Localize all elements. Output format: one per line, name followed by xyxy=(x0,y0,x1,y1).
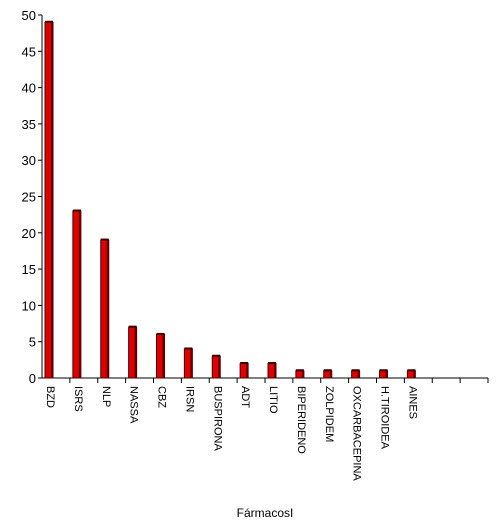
y-tick-label: 0 xyxy=(29,371,36,386)
bar-top xyxy=(45,20,53,23)
y-tick-label: 20 xyxy=(22,226,36,241)
bar-top xyxy=(212,354,221,357)
y-tick-label: 30 xyxy=(22,153,36,168)
x-tick-label: CBZ xyxy=(156,386,168,408)
bar-shade xyxy=(218,356,221,378)
bar-shade xyxy=(246,363,249,378)
bar-shade xyxy=(78,211,81,378)
bar-top xyxy=(156,332,165,335)
x-tick-label: AINES xyxy=(406,386,418,419)
bar-top xyxy=(351,369,360,372)
x-tick-label: BUSPIRONA xyxy=(211,386,223,451)
x-axis-title: FármacosI xyxy=(237,506,294,520)
bar-shade xyxy=(329,370,332,378)
bar-top xyxy=(240,361,249,364)
x-tick-label: ADT xyxy=(239,386,251,408)
bar-shade xyxy=(385,370,388,378)
bar-shade xyxy=(134,327,137,378)
x-tick-label: BIPERIDENO xyxy=(295,386,307,454)
bar-top xyxy=(323,369,332,372)
y-tick-label: 40 xyxy=(22,81,36,96)
bar-top xyxy=(295,369,304,372)
y-tick-label: 15 xyxy=(22,262,36,277)
bar-top xyxy=(72,209,81,212)
x-tick-label: ZOLPIDEM xyxy=(323,386,335,442)
x-tick-label: ISRS xyxy=(72,386,84,412)
bar-shade xyxy=(274,363,276,378)
bar-top xyxy=(128,325,137,328)
y-tick-label: 25 xyxy=(22,190,36,205)
y-tick-label: 50 xyxy=(22,8,36,23)
bar-top xyxy=(407,369,416,372)
x-tick-label: BZD xyxy=(44,386,56,408)
bar-shade xyxy=(413,370,416,378)
y-tick-label: 35 xyxy=(22,117,36,132)
x-tick-label: NLP xyxy=(100,386,112,407)
x-tick-label: H.TIROIDEA xyxy=(379,386,391,450)
bar-shade xyxy=(106,240,109,378)
bar-top xyxy=(184,347,193,350)
bar-top xyxy=(100,238,109,241)
y-tick-label: 45 xyxy=(22,44,36,59)
bar-top xyxy=(268,361,276,364)
bar-shade xyxy=(357,370,360,378)
y-tick-label: 5 xyxy=(29,335,36,350)
y-tick-label: 10 xyxy=(22,298,36,313)
bar-shade xyxy=(190,348,193,378)
bar-shade xyxy=(162,334,165,378)
bar-top xyxy=(379,369,388,372)
x-tick-label: LITIO xyxy=(267,386,279,414)
bar-shade xyxy=(301,370,304,378)
bar-shade xyxy=(51,22,53,378)
x-tick-label: IRSN xyxy=(183,386,195,412)
x-tick-label: NASSA xyxy=(128,386,140,424)
x-tick-label: OXCARBACEPINA xyxy=(351,386,363,481)
